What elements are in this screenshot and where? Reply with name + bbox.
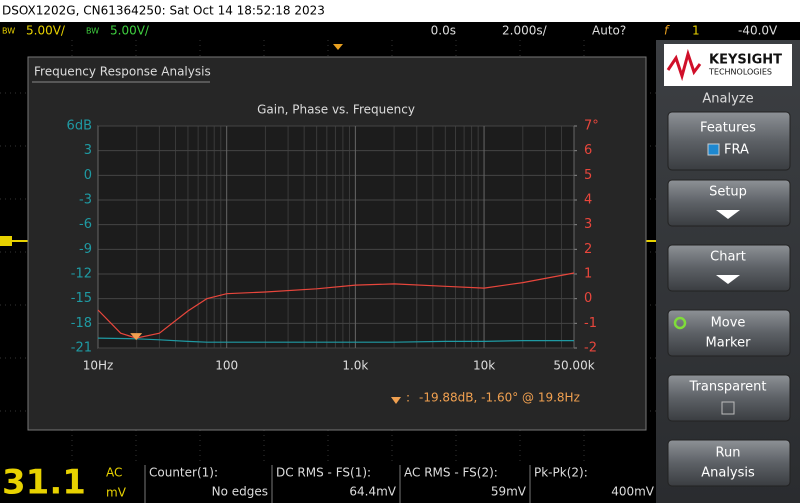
measure-label: DC RMS - FS(1): <box>276 466 371 480</box>
series-line <box>97 337 574 343</box>
checkbox <box>707 143 720 156</box>
measure-value: 64.4mV <box>349 485 396 499</box>
submenu-arrow <box>716 210 740 219</box>
menu-title: Analyze <box>702 92 753 107</box>
softkey[interactable] <box>667 179 791 227</box>
y-tick-label: -12 <box>71 267 92 282</box>
marker-colon: : <box>406 391 410 405</box>
softkey[interactable] <box>667 309 791 357</box>
softkey-label: Transparent <box>689 380 767 395</box>
plot-area <box>97 125 575 349</box>
checkbox <box>721 401 735 415</box>
y2-tick-label: 0 <box>584 291 592 306</box>
y2-tick-label: 6 <box>584 143 592 158</box>
trigger-position <box>333 44 343 50</box>
softkey[interactable] <box>667 244 791 292</box>
delay[interactable]: 0.0s <box>431 24 456 38</box>
y2-tick-label: 5 <box>584 168 592 183</box>
trigger-mode[interactable]: Auto? <box>592 24 626 38</box>
series-line <box>97 272 575 339</box>
softkey-option: FRA <box>724 143 749 158</box>
y-tick-label: -9 <box>79 242 92 257</box>
softkey[interactable] <box>667 374 791 422</box>
bw-2: BW <box>86 27 99 36</box>
trigger-edge: f <box>664 24 670 38</box>
y-tick-label: -18 <box>71 316 92 331</box>
dvm-value: 31.1 <box>2 463 86 503</box>
y-tick-label: 6dB <box>67 119 92 134</box>
measure-value: 400mV <box>611 485 655 499</box>
y-tick-label: -3 <box>79 193 92 208</box>
x-tick-label: 1.0k <box>342 359 368 373</box>
measure-label: Counter(1): <box>149 466 218 480</box>
y-tick-label: -21 <box>71 341 92 356</box>
dvm-unit: mV <box>106 486 127 500</box>
logo-wave <box>666 48 702 82</box>
softkey-label: Features <box>700 121 756 136</box>
status-row-right <box>656 22 800 40</box>
x-tick-label: 100 <box>215 359 238 373</box>
chart-title: Gain, Phase vs. Frequency <box>257 103 415 117</box>
measure-value: 59mV <box>491 485 527 499</box>
measure-label: Pk-Pk(2): <box>534 466 588 480</box>
y2-tick-label: 2 <box>584 242 592 257</box>
brand-sub: TECHNOLOGIES <box>708 68 772 77</box>
window-title: Frequency Response Analysis <box>34 65 211 79</box>
x-tick-label: 10Hz <box>83 359 114 373</box>
trigger-level[interactable]: -40.0V <box>738 24 778 38</box>
y2-tick-label: 4 <box>584 193 592 208</box>
ch1-trace <box>12 240 28 242</box>
y2-tick-label: -2 <box>584 341 597 356</box>
y-tick-label: 3 <box>84 143 92 158</box>
softkey-label: Run <box>716 446 741 461</box>
ch1-ground <box>0 236 12 246</box>
measure-label: AC RMS - FS(2): <box>404 466 498 480</box>
y2-tick-label: 1 <box>584 267 592 282</box>
y2-tick-label: 3 <box>584 217 592 232</box>
status-row <box>0 22 656 40</box>
y2-tick-label: -1 <box>584 316 597 331</box>
y-tick-label: -6 <box>79 217 92 232</box>
softkey-label: Marker <box>706 336 752 351</box>
softkey-label: Move <box>711 316 746 331</box>
submenu-arrow <box>716 275 740 284</box>
ch1-scale[interactable]: 5.00V/ <box>26 24 66 38</box>
ch2-scale[interactable]: 5.00V/ <box>110 24 150 38</box>
y2-tick-label: 7° <box>584 119 599 134</box>
ch1-trace-right <box>646 240 656 242</box>
softkey-label: Analysis <box>701 466 755 481</box>
y-tick-label: 0 <box>84 168 92 183</box>
header-title: DSOX1202G, CN61364250: Sat Oct 14 18:52:… <box>2 4 325 18</box>
measure-value: No edges <box>212 485 268 499</box>
y-tick-label: -15 <box>71 291 92 306</box>
softkey[interactable] <box>667 439 791 487</box>
marker-readout: -19.88dB, -1.60° @ 19.8Hz <box>419 391 580 405</box>
dvm-mode: AC <box>106 466 122 480</box>
header-bar <box>0 0 800 22</box>
bw-1: BW <box>2 27 15 36</box>
x-tick-label: 50.00k <box>553 359 594 373</box>
x-tick-label: 10k <box>473 359 495 373</box>
freq-marker <box>130 333 143 341</box>
trigger-source[interactable]: 1 <box>692 24 700 38</box>
measure-bar <box>0 463 656 503</box>
knob-icon <box>673 316 687 330</box>
marker-legend-icon <box>391 397 401 404</box>
softkey-label: Setup <box>709 185 747 200</box>
softkey[interactable] <box>667 111 791 171</box>
timebase[interactable]: 2.000s/ <box>502 24 548 38</box>
softkey-label: Chart <box>710 250 746 265</box>
brand: KEYSIGHT <box>709 53 782 68</box>
